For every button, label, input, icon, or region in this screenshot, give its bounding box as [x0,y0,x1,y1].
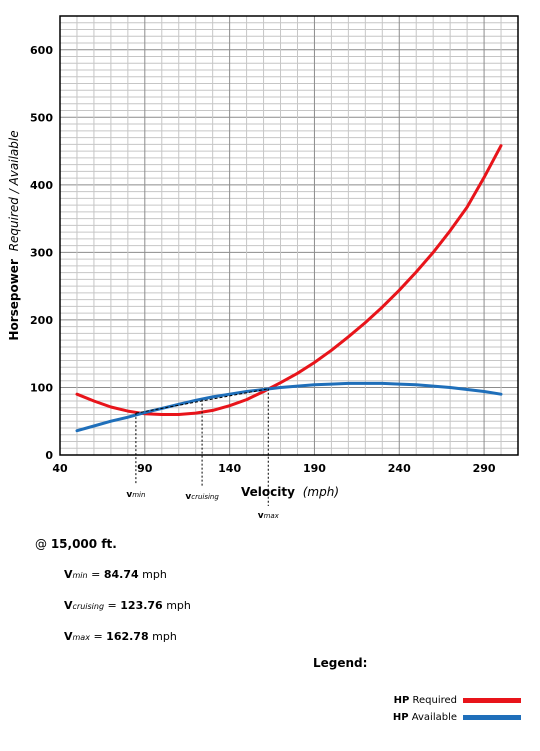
y-axis-title-bold: Horsepower [7,259,21,341]
note-vmin-symbol: V [64,568,73,581]
note-vmax-eq: = [93,630,103,643]
legend-label-hp-available: HP Available [345,712,457,723]
cruise-chord-line [135,388,269,414]
legend-bold-hp-required: HP [393,695,410,706]
note-vmax-symbol: V [64,630,73,643]
x-axis-title: Velocity (mph) [241,485,339,499]
legend-swatch-hp-available [463,714,521,720]
note-vmax-unit: mph [152,630,177,643]
y-axis-title-italic: Required / Available [7,130,21,251]
x-tick-label: 240 [388,462,411,475]
note-vmin: Vmin = 84.74 mph [64,568,167,581]
chart-series [75,144,503,433]
note-vmax: Vmax = 162.78 mph [64,630,177,643]
marker-min-label: vmin [126,490,145,500]
note-vmin-sub: min [72,571,88,580]
note-vcruising-sub: cruising [72,602,105,611]
note-vmax-sub: max [72,633,90,642]
legend-bold-hp-available: HP [392,712,409,723]
note-vcruising: Vcruising = 123.76 mph [64,599,191,612]
x-tick-label: 190 [303,462,326,475]
marker-min-label-sub: min [132,491,145,499]
x-axis-title-italic: (mph) [303,485,339,499]
altitude-value: 15,000 ft. [50,537,117,551]
marker-cruising-label-symbol: v [185,492,191,502]
plot-frame [59,15,519,456]
y-tick-label: 0 [45,449,53,462]
y-tick-label: 600 [30,44,53,57]
marker-max-label-sub: max [264,512,280,520]
note-vmax-value: 162.78 [106,630,149,643]
marker-cruising-label: vcruising [185,492,219,502]
marker-max-label: vmax [258,511,280,520]
note-vmin-value: 84.74 [103,568,139,581]
x-tick-label: 290 [473,462,496,475]
y-tick-label: 400 [30,179,53,192]
legend-text-hp-available: Available [411,712,457,723]
legend-item-hp-required: HP Required [345,695,521,706]
note-vcruising-symbol: V [64,599,73,612]
note-vmin-unit: mph [142,568,167,581]
altitude-label: @ 15,000 ft. [35,537,117,551]
marker-max-label-symbol: v [258,511,264,520]
x-tick-labels: 40 90 140 190 240 290 [52,462,496,475]
note-vcruising-unit: mph [166,599,191,612]
y-tick-label: 200 [30,314,53,327]
x-tick-label: 90 [137,462,153,475]
marker-cruising-label-sub: cruising [191,493,219,501]
legend-title: Legend: [313,656,368,670]
y-tick-labels: 0 100 200 300 400 500 600 [30,44,53,462]
legend-item-hp-available: HP Available [345,712,521,723]
chart-grid [60,16,518,455]
marker-min-label-symbol: v [126,490,132,500]
note-vmin-eq: = [91,568,101,581]
note-vcruising-value: 123.76 [120,599,163,612]
y-axis-title: Horsepower Required / Available [7,130,21,340]
x-tick-label: 40 [52,462,68,475]
note-vcruising-eq: = [107,599,117,612]
y-tick-label: 300 [30,246,53,259]
legend-label-hp-required: HP Required [345,695,457,706]
legend-text-hp-required: Required [412,695,457,706]
series-line-hp-required [75,144,503,416]
legend-swatch-hp-required [463,697,521,703]
y-tick-label: 500 [30,111,53,124]
x-tick-label: 140 [218,462,241,475]
altitude-prefix: @ [35,537,47,551]
y-tick-label: 100 [30,381,53,394]
series-line-hp-available [75,381,503,433]
x-axis-title-bold: Velocity [241,485,295,499]
